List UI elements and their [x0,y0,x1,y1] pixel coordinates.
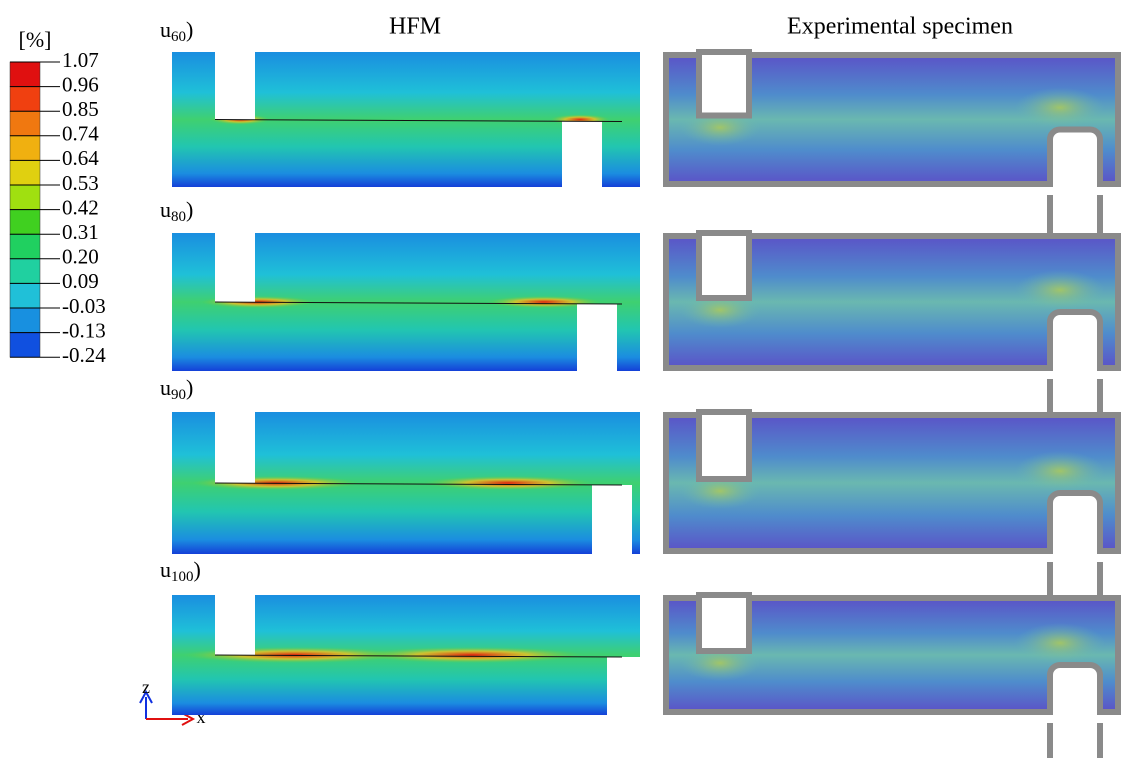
colorbar-segment [10,136,40,161]
exp-notch [699,52,749,116]
axis-label: z [142,677,150,697]
colorbar-label: -0.03 [62,294,106,318]
hfm-notch [215,594,255,655]
hfm-notch [215,51,255,120]
colorbar-segment [10,160,40,185]
row-label-base: u [160,17,171,42]
row-label-suffix: ) [186,17,193,42]
exp-notch [1050,665,1100,758]
legend-unit: [%] [19,27,52,52]
exp-mask [1047,187,1107,195]
colorbar-label: 0.74 [62,122,99,146]
hfm-notch [607,657,647,717]
exp-mask [1047,371,1107,379]
colorbar-label: 0.31 [62,220,99,244]
colorbar-label: 0.53 [62,171,99,195]
row-label: u90) [160,375,193,403]
figure: [%] HFM Experimental specimen z x 1.070.… [0,0,1126,758]
hfm-notch [562,122,602,190]
row-label-suffix: ) [186,375,193,400]
row-label: u60) [160,17,193,45]
row-label-suffix: ) [194,557,201,582]
exp-strain [1015,623,1105,663]
hfm-notch [592,485,632,556]
exp-strain [1015,270,1105,310]
hfm-hotspot [424,476,592,490]
colorbar-segment [10,283,40,308]
colorbar-label: 0.96 [62,72,99,96]
row-label: u100) [160,557,201,585]
hfm-notch [577,304,617,373]
column-header: Experimental specimen [787,14,1013,40]
colorbar-label: 0.09 [62,269,99,293]
exp-strain [1015,88,1105,128]
colorbar-label: 0.42 [62,195,99,219]
row-label-sub: 100 [171,569,194,585]
row-label-sub: 90 [171,387,186,403]
colorbar-label: 1.07 [62,48,99,72]
hfm-hotspot [361,647,583,663]
colorbar-segment [10,333,40,358]
row-label-base: u [160,557,171,582]
row-label-base: u [160,197,171,222]
colorbar-label: -0.13 [62,318,106,342]
colorbar-segment [10,210,40,235]
colorbar-label: 0.85 [62,97,99,121]
colorbar-segment [10,308,40,333]
row-label-sub: 80 [171,209,186,225]
colorbar-segment [10,87,40,112]
exp-strain [1015,451,1105,491]
exp-notch [699,233,749,298]
row-label-base: u [160,375,171,400]
colorbar-label: -0.24 [62,343,106,367]
colorbar-segment [10,259,40,284]
row-label: u80) [160,197,193,225]
colorbar-segment [10,62,40,87]
colorbar-segment [10,234,40,259]
exp-mask [1047,715,1107,723]
exp-notch [699,412,749,479]
exp-mask [1047,554,1107,562]
hfm-notch [215,232,255,302]
colorbar-segment [10,111,40,136]
colorbar-segment [10,185,40,210]
colorbar-label: 0.64 [62,146,99,170]
row-label-sub: 60 [171,29,186,45]
row-label-suffix: ) [186,197,193,222]
exp-notch [699,595,749,651]
colorbar-label: 0.20 [62,245,99,269]
column-header: HFM [389,14,441,40]
hfm-notch [215,411,255,483]
